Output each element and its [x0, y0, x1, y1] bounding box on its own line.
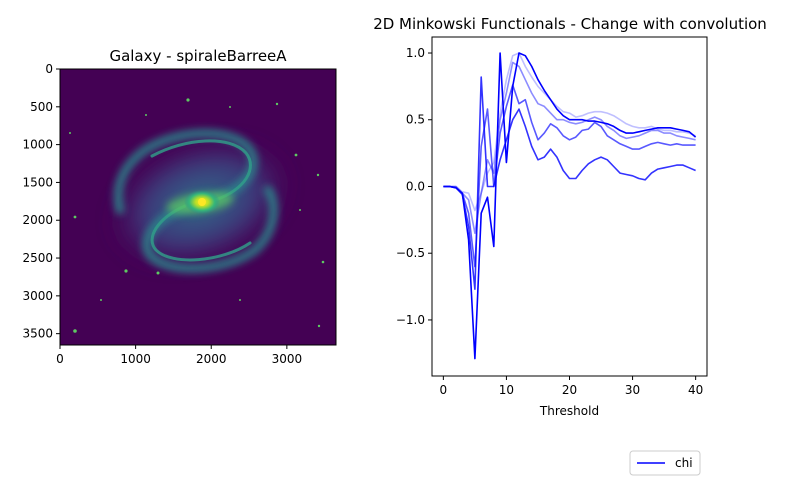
- galaxy-arm-highlights: [150, 139, 252, 262]
- legend-label: chi: [675, 456, 693, 470]
- chart-series-line-2: [443, 61, 696, 234]
- chart-x-tick-label: 30: [625, 383, 640, 397]
- chart-x-axis: 0 10 20 30 40: [440, 376, 703, 397]
- image-y-tick-label: 2000: [22, 213, 53, 227]
- image-x-tick-label: 3000: [272, 352, 303, 366]
- chart-y-tick-label: −1.0: [396, 313, 425, 327]
- image-y-tick-label: 2500: [22, 251, 53, 265]
- chart-x-label: Threshold: [539, 404, 599, 418]
- image-frame: [59, 68, 337, 346]
- chart-y-tick-label: 0.5: [406, 113, 425, 127]
- chart-x-tick-label: 20: [562, 383, 577, 397]
- chart-series-line-5: [443, 52, 697, 360]
- chart-series-line-3: [443, 84, 696, 268]
- image-y-tick-label: 1000: [22, 138, 53, 152]
- image-y-tick-label: 1500: [22, 175, 53, 189]
- chart-y-tick-label: 0.0: [406, 179, 425, 193]
- chart-y-tick-label: −0.5: [396, 246, 425, 260]
- galaxy-image: [60, 69, 336, 345]
- field-stars: [69, 98, 325, 333]
- chart-x-tick-label: 0: [440, 383, 448, 397]
- chart-series: [443, 52, 697, 360]
- chart-panel: 2D Minkowski Functionals - Change with c…: [373, 15, 767, 418]
- chart-title: 2D Minkowski Functionals - Change with c…: [373, 15, 767, 33]
- galaxy-nucleus: [198, 198, 206, 206]
- image-y-tick-label: 3500: [22, 327, 53, 341]
- chart-y-axis: −1.0 −0.5 0.0 0.5 1.0: [396, 46, 432, 327]
- image-x-tick-label: 2000: [196, 352, 227, 366]
- legend: chi: [629, 450, 701, 476]
- image-y-tick-label: 3000: [22, 289, 53, 303]
- chart-x-tick-label: 40: [688, 383, 703, 397]
- chart-y-tick-label: 1.0: [406, 46, 425, 60]
- image-y-axis: 0 500 1000 1500 2000 2500 3000 3500: [22, 62, 60, 341]
- chart-series-line-1: [443, 52, 696, 212]
- chart-x-tick-label: 10: [499, 383, 514, 397]
- image-x-axis: 0 1000 2000 3000: [56, 345, 302, 366]
- image-title: Galaxy - spiraleBarreeA: [109, 47, 287, 65]
- image-y-tick-label: 500: [30, 100, 53, 114]
- chart-series-line-4: [443, 76, 696, 291]
- image-x-tick-label: 0: [56, 352, 64, 366]
- image-x-tick-label: 1000: [120, 352, 151, 366]
- image-y-tick-label: 0: [45, 62, 53, 76]
- galaxy-image-panel: Galaxy - spiraleBarreeA: [22, 47, 337, 366]
